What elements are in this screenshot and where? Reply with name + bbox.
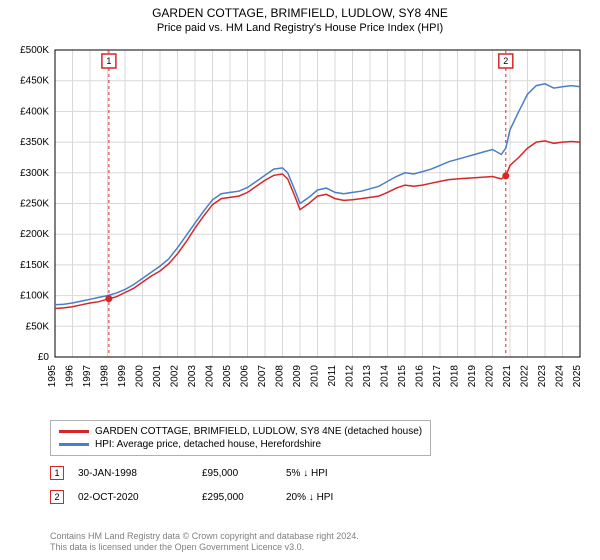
svg-text:2021: 2021: [502, 365, 513, 388]
svg-text:2014: 2014: [380, 365, 391, 388]
svg-text:2016: 2016: [415, 365, 426, 388]
sale-pct-1: 5% ↓ HPI: [286, 468, 396, 479]
svg-text:2002: 2002: [170, 365, 181, 388]
sale-date-1: 30-JAN-1998: [78, 468, 188, 479]
svg-text:2013: 2013: [362, 365, 373, 388]
svg-text:£250K: £250K: [20, 199, 49, 210]
svg-text:£350K: £350K: [20, 137, 49, 148]
legend: GARDEN COTTAGE, BRIMFIELD, LUDLOW, SY8 4…: [50, 420, 431, 456]
chart-subtitle: Price paid vs. HM Land Registry's House …: [0, 20, 600, 38]
svg-text:1: 1: [106, 56, 111, 66]
svg-text:2011: 2011: [327, 365, 338, 387]
chart-title: GARDEN COTTAGE, BRIMFIELD, LUDLOW, SY8 4…: [0, 0, 600, 20]
svg-text:2024: 2024: [555, 365, 566, 388]
svg-text:£450K: £450K: [20, 76, 49, 87]
svg-text:2022: 2022: [520, 365, 531, 388]
sale-pct-2: 20% ↓ HPI: [286, 492, 396, 503]
svg-text:2010: 2010: [310, 365, 321, 388]
svg-text:£200K: £200K: [20, 229, 49, 240]
sale-marker-row-2: 2 02-OCT-2020 £295,000 20% ↓ HPI: [50, 490, 396, 504]
chart-container: GARDEN COTTAGE, BRIMFIELD, LUDLOW, SY8 4…: [0, 0, 600, 560]
legend-label-red: GARDEN COTTAGE, BRIMFIELD, LUDLOW, SY8 4…: [95, 426, 422, 437]
sale-price-1: £95,000: [202, 468, 272, 479]
sale-marker-badge-2: 2: [50, 490, 64, 504]
footer-line-1: Contains HM Land Registry data © Crown c…: [50, 531, 359, 543]
svg-text:2017: 2017: [432, 365, 443, 388]
svg-text:2004: 2004: [205, 365, 216, 388]
svg-text:2008: 2008: [275, 365, 286, 388]
footer-attribution: Contains HM Land Registry data © Crown c…: [50, 531, 359, 554]
sale-marker-row-1: 1 30-JAN-1998 £95,000 5% ↓ HPI: [50, 466, 396, 480]
footer-line-2: This data is licensed under the Open Gov…: [50, 542, 359, 554]
sale-marker-badge-1: 1: [50, 466, 64, 480]
svg-text:£500K: £500K: [20, 45, 49, 56]
legend-label-blue: HPI: Average price, detached house, Here…: [95, 439, 321, 450]
svg-text:2009: 2009: [292, 365, 303, 388]
svg-text:£0: £0: [38, 352, 50, 363]
svg-text:2025: 2025: [572, 365, 583, 388]
svg-text:£150K: £150K: [20, 260, 49, 271]
svg-text:1996: 1996: [65, 365, 76, 388]
svg-text:2020: 2020: [485, 365, 496, 388]
svg-text:2018: 2018: [450, 365, 461, 388]
svg-text:£400K: £400K: [20, 106, 49, 117]
svg-text:2012: 2012: [345, 365, 356, 388]
sale-price-2: £295,000: [202, 492, 272, 503]
svg-text:2015: 2015: [397, 365, 408, 388]
legend-row-red: GARDEN COTTAGE, BRIMFIELD, LUDLOW, SY8 4…: [59, 425, 422, 438]
svg-text:1995: 1995: [47, 365, 58, 388]
svg-text:£100K: £100K: [20, 291, 49, 302]
svg-text:2003: 2003: [187, 365, 198, 388]
legend-swatch-blue: [59, 443, 89, 446]
legend-row-blue: HPI: Average price, detached house, Here…: [59, 438, 422, 451]
svg-text:1998: 1998: [100, 365, 111, 388]
svg-text:2006: 2006: [240, 365, 251, 388]
svg-text:1999: 1999: [117, 365, 128, 388]
svg-text:2007: 2007: [257, 365, 268, 388]
svg-text:£300K: £300K: [20, 168, 49, 179]
chart-plot: £0 £50K £100K £150K £200K £250K £300K £350K £400…: [0, 42, 600, 412]
svg-text:1997: 1997: [82, 365, 93, 388]
sale-date-2: 02-OCT-2020: [78, 492, 188, 503]
svg-text:£50K: £50K: [26, 321, 50, 332]
svg-text:2005: 2005: [222, 365, 233, 388]
svg-text:2023: 2023: [537, 365, 548, 388]
legend-swatch-red: [59, 430, 89, 433]
svg-text:2: 2: [503, 56, 508, 66]
svg-text:2000: 2000: [135, 365, 146, 388]
svg-text:2001: 2001: [152, 365, 163, 388]
svg-text:2019: 2019: [467, 365, 478, 388]
